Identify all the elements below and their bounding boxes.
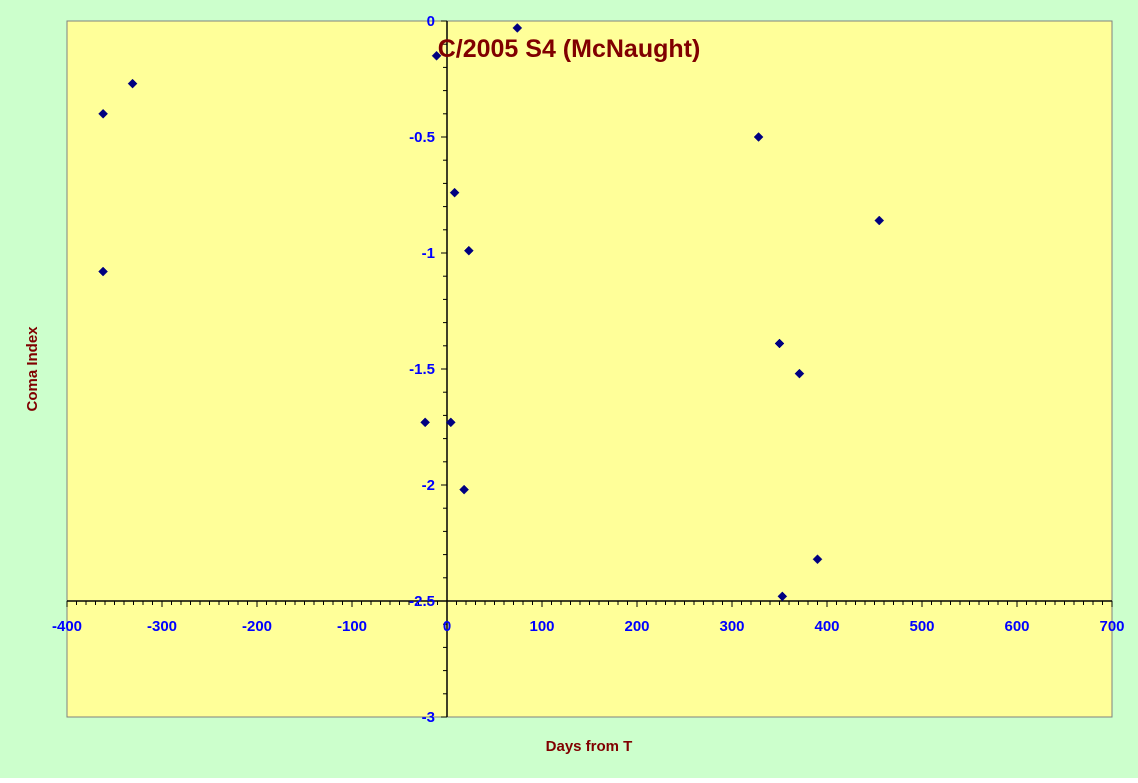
x-tick-label: -400 (52, 618, 82, 635)
y-tick-label: -2.5 (409, 593, 435, 610)
data-point (812, 554, 823, 565)
y-tick-label: -1 (422, 245, 435, 262)
data-point (874, 215, 885, 226)
chart-title: C/2005 S4 (McNaught) (438, 35, 701, 63)
x-tick-label: 100 (529, 618, 554, 635)
data-points (98, 23, 885, 602)
data-point (98, 108, 108, 119)
data-point (753, 132, 764, 142)
data-point (459, 484, 469, 495)
y-tick-label: -3 (422, 709, 435, 726)
y-axis-title: Coma Index (24, 326, 41, 412)
data-point (774, 338, 785, 349)
y-tick-label: -1.5 (409, 361, 435, 378)
data-point (794, 368, 805, 379)
y-tick-label: -0.5 (409, 129, 435, 146)
data-point (431, 50, 442, 61)
x-axis-title: Days from T (546, 738, 633, 755)
x-tick-label: -300 (147, 618, 177, 635)
data-point (98, 266, 108, 277)
x-tick-label: 200 (624, 618, 649, 635)
y-tick-label: 0 (427, 13, 435, 30)
data-point (777, 591, 788, 602)
data-point (127, 78, 138, 89)
x-tick-label: 300 (719, 618, 744, 635)
x-tick-label: 0 (443, 618, 451, 635)
x-tick-label: 700 (1099, 618, 1124, 635)
data-point (420, 417, 431, 428)
y-tick-label: -2 (422, 477, 435, 494)
y-tick-labels: 0 -0.5 -1 -1.5 -2 -2.5 -3 (409, 13, 435, 726)
x-tick-label: 400 (814, 618, 839, 635)
data-point (463, 245, 474, 256)
x-tick-label: 600 (1004, 618, 1029, 635)
plot-area (66, 20, 1113, 718)
data-point (512, 23, 523, 33)
x-tick-labels: -400 -300 -200 -100 0 100 200 300 400 500 600 700 (52, 618, 1125, 635)
x-tick-label: -100 (337, 618, 367, 635)
data-point (449, 187, 460, 198)
axes (66, 20, 1113, 718)
data-point (445, 417, 456, 428)
x-tick-label: -200 (242, 618, 272, 635)
x-tick-label: 500 (909, 618, 934, 635)
